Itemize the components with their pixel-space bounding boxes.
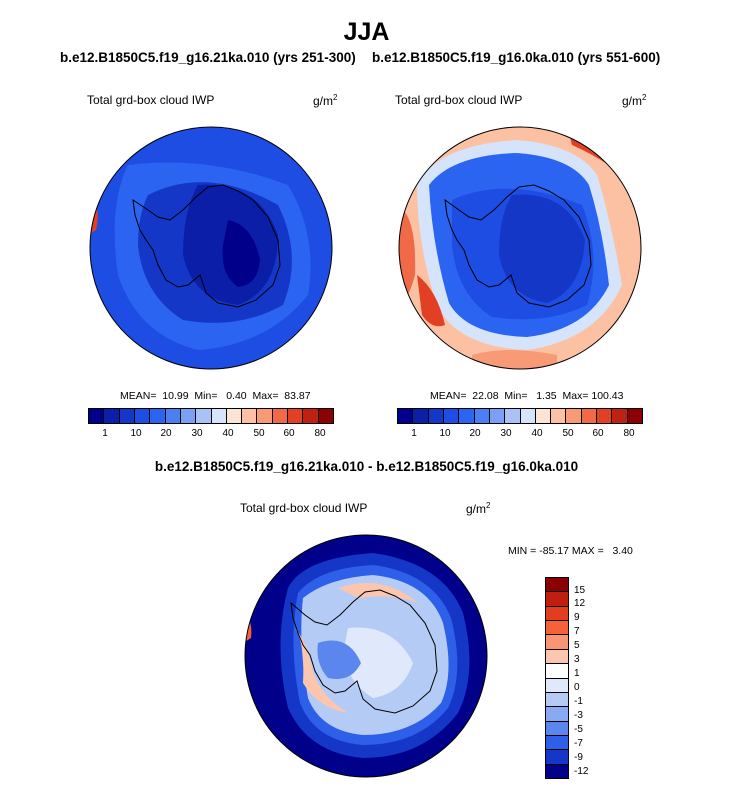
- panel1-stats: MEAN= 10.99 Min= 0.40 Max= 83.87: [120, 390, 311, 402]
- cbar2-tick: 10: [439, 428, 451, 439]
- cbar2-swatch: [581, 409, 598, 423]
- cbar3-tick: -9: [574, 752, 583, 763]
- cbar3-swatch: [546, 592, 568, 607]
- cbar1-swatch: [196, 409, 212, 423]
- cbar1-tick: 60: [283, 428, 295, 439]
- cbar1-swatch: [104, 409, 120, 423]
- cbar2-tick: 20: [469, 428, 481, 439]
- cbar1-swatch: [303, 409, 319, 423]
- cbar2-swatch: [612, 409, 628, 423]
- cbar1-tick: 30: [191, 428, 203, 439]
- cbar3-swatch: [546, 606, 568, 622]
- cbar2-tick: 30: [500, 428, 512, 439]
- panel3-minmax: MIN = -85.17 MAX = 3.40: [508, 545, 633, 557]
- right-case-title: b.e12.B1850C5.f19_g16.0ka.010 (yrs 551-6…: [372, 50, 661, 65]
- cbar3-swatch: [546, 735, 568, 751]
- panel3-colorbar: [545, 577, 569, 779]
- left-case-title: b.e12.B1850C5.f19_g16.21ka.010 (yrs 251-…: [60, 50, 356, 65]
- panel2-colorbar: [397, 408, 643, 424]
- cbar2-swatch: [459, 409, 475, 423]
- panel1-map: [89, 126, 333, 370]
- cbar1-swatch: [165, 409, 181, 423]
- cbar2-tick: 40: [531, 428, 543, 439]
- cbar1-swatch: [242, 409, 258, 423]
- cbar2-swatch: [627, 409, 642, 423]
- cbar1-swatch: [180, 409, 197, 423]
- cbar2-swatch: [520, 409, 536, 423]
- cbar2-swatch: [443, 409, 460, 423]
- cbar2-swatch: [428, 409, 444, 423]
- panel2-stats: MEAN= 22.08 Min= 1.35 Max= 100.43: [430, 390, 624, 402]
- cbar1-swatch: [150, 409, 166, 423]
- cbar3-tick: -7: [574, 738, 583, 749]
- cbar2-swatch: [566, 409, 582, 423]
- cbar2-swatch: [413, 409, 429, 423]
- cbar3-swatch: [546, 578, 568, 593]
- cbar1-swatch: [119, 409, 135, 423]
- panel1-units: g/m2: [313, 93, 338, 108]
- cbar3-tick: 12: [574, 598, 586, 609]
- cbar3-swatch: [546, 721, 568, 736]
- cbar2-tick: 60: [592, 428, 604, 439]
- panel1-colorbar: [88, 408, 334, 424]
- cbar3-swatch: [546, 678, 568, 693]
- cbar3-tick: -12: [574, 766, 589, 777]
- cbar1-swatch: [257, 409, 273, 423]
- cbar3-swatch: [546, 635, 568, 650]
- cbar3-swatch: [546, 649, 568, 665]
- cbar3-tick: -3: [574, 710, 583, 721]
- cbar3-swatch: [546, 750, 568, 765]
- cbar3-tick: 0: [574, 682, 580, 693]
- season-title: JJA: [343, 18, 390, 46]
- cbar2-swatch: [597, 409, 613, 423]
- cbar1-swatch: [211, 409, 227, 423]
- panel3-map: [244, 534, 488, 778]
- cbar2-swatch: [535, 409, 552, 423]
- cbar1-tick: 10: [130, 428, 142, 439]
- panel2-map: [398, 126, 642, 370]
- cbar1-swatch: [288, 409, 304, 423]
- cbar1-tick: 80: [314, 428, 326, 439]
- difference-title: b.e12.B1850C5.f19_g16.21ka.010 - b.e12.B…: [154, 459, 579, 474]
- cbar2-tick: 80: [623, 428, 635, 439]
- cbar2-tick: 50: [562, 428, 574, 439]
- cbar1-swatch: [318, 409, 333, 423]
- panel1-title: Total grd-box cloud IWP: [87, 93, 215, 107]
- panel3-units: g/m2: [466, 501, 491, 516]
- panel2-title: Total grd-box cloud IWP: [395, 93, 523, 107]
- cbar2-swatch: [398, 409, 414, 423]
- cbar3-swatch: [546, 764, 568, 779]
- cbar3-swatch: [546, 692, 568, 708]
- cbar2-swatch: [505, 409, 521, 423]
- cbar3-swatch: [546, 621, 568, 636]
- cbar3-swatch: [546, 664, 568, 679]
- cbar3-tick: 5: [574, 640, 580, 651]
- cbar2-swatch: [551, 409, 567, 423]
- cbar1-tick: 20: [160, 428, 172, 439]
- cbar3-tick: 15: [574, 585, 586, 596]
- panel3-title: Total grd-box cloud IWP: [240, 501, 368, 515]
- cbar3-tick: 1: [574, 668, 580, 679]
- cbar3-tick: -5: [574, 724, 583, 735]
- cbar2-swatch: [474, 409, 490, 423]
- cbar1-swatch: [134, 409, 151, 423]
- cbar3-tick: -1: [574, 696, 583, 707]
- cbar3-tick: 9: [574, 612, 580, 623]
- cbar1-swatch: [226, 409, 243, 423]
- cbar1-swatch: [89, 409, 105, 423]
- cbar3-tick: 3: [574, 654, 580, 665]
- cbar1-tick: 40: [222, 428, 234, 439]
- cbar3-tick: 7: [574, 626, 580, 637]
- panel2-units: g/m2: [622, 93, 647, 108]
- cbar1-swatch: [272, 409, 289, 423]
- cbar3-swatch: [546, 707, 568, 722]
- cbar2-tick: 1: [411, 428, 417, 439]
- cbar1-tick: 50: [253, 428, 265, 439]
- cbar1-tick: 1: [102, 428, 108, 439]
- cbar2-swatch: [489, 409, 506, 423]
